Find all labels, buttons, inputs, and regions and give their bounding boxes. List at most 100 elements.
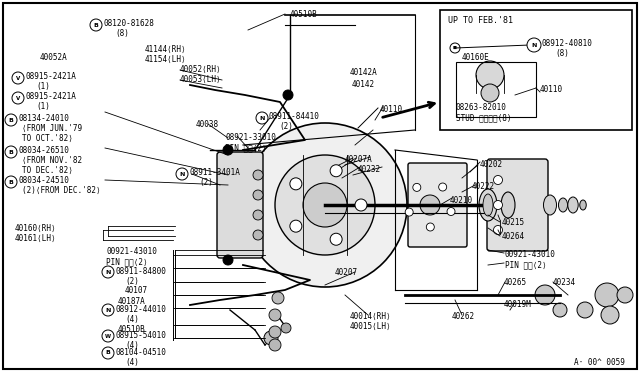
- Text: B: B: [106, 350, 111, 356]
- Circle shape: [275, 155, 375, 255]
- Ellipse shape: [479, 189, 497, 221]
- Text: N: N: [106, 308, 111, 312]
- Circle shape: [303, 183, 347, 227]
- Text: 08911-84800: 08911-84800: [115, 267, 166, 276]
- Circle shape: [223, 145, 233, 155]
- Text: 40160E: 40160E: [462, 53, 490, 62]
- FancyBboxPatch shape: [487, 159, 548, 251]
- Text: 08911-3401A: 08911-3401A: [189, 168, 240, 177]
- Text: (2)⟨FROM DEC.'82⟩: (2)⟨FROM DEC.'82⟩: [22, 186, 100, 195]
- Circle shape: [577, 302, 593, 318]
- Text: N: N: [106, 269, 111, 275]
- Text: N: N: [259, 115, 265, 121]
- Text: PIN ピン⟨2⟩: PIN ピン⟨2⟩: [505, 260, 547, 269]
- Text: 08915-2421A: 08915-2421A: [25, 72, 76, 81]
- Text: 40210: 40210: [450, 196, 473, 205]
- Circle shape: [253, 230, 263, 240]
- Text: 08912-40810: 08912-40810: [542, 39, 593, 48]
- Text: (8): (8): [555, 49, 569, 58]
- Ellipse shape: [483, 194, 493, 216]
- Text: 40052A: 40052A: [40, 53, 68, 62]
- Text: 08034-26510: 08034-26510: [18, 146, 69, 155]
- Circle shape: [617, 287, 633, 303]
- Text: (2): (2): [125, 277, 139, 286]
- Text: 40265: 40265: [504, 278, 527, 287]
- Text: 40053⟨LH⟩: 40053⟨LH⟩: [180, 75, 221, 84]
- Text: 40262: 40262: [452, 312, 475, 321]
- Ellipse shape: [580, 200, 586, 210]
- Text: B: B: [8, 180, 13, 185]
- Text: 40222: 40222: [472, 182, 495, 191]
- FancyBboxPatch shape: [408, 163, 467, 247]
- Ellipse shape: [568, 197, 578, 213]
- Text: ■: ■: [453, 46, 457, 50]
- Bar: [456, 62, 536, 117]
- Text: 40110: 40110: [540, 85, 563, 94]
- Circle shape: [493, 225, 502, 234]
- Text: 40038: 40038: [196, 120, 219, 129]
- Text: 08134-24010: 08134-24010: [18, 114, 69, 123]
- Text: 40142A: 40142A: [350, 68, 378, 77]
- Text: W: W: [105, 334, 111, 339]
- Circle shape: [90, 19, 102, 31]
- Text: 40142: 40142: [352, 80, 375, 89]
- Circle shape: [5, 176, 17, 188]
- Text: TO DEC.'82⟩: TO DEC.'82⟩: [22, 166, 73, 175]
- Circle shape: [102, 330, 114, 342]
- Circle shape: [595, 283, 619, 307]
- Text: 40215: 40215: [502, 218, 525, 227]
- Text: B: B: [93, 22, 99, 28]
- Circle shape: [447, 208, 455, 215]
- Circle shape: [269, 339, 281, 351]
- Circle shape: [420, 195, 440, 215]
- Text: V: V: [16, 76, 20, 80]
- Text: (4): (4): [125, 358, 139, 367]
- Circle shape: [5, 114, 17, 126]
- Circle shape: [264, 331, 278, 345]
- Circle shape: [493, 201, 502, 209]
- Text: 08263-82010: 08263-82010: [456, 103, 507, 112]
- Text: 40510B: 40510B: [290, 10, 317, 19]
- Circle shape: [102, 266, 114, 278]
- Circle shape: [243, 123, 407, 287]
- Text: 40160⟨RH⟩: 40160⟨RH⟩: [15, 224, 56, 233]
- Circle shape: [527, 38, 541, 52]
- Circle shape: [493, 176, 502, 185]
- Circle shape: [272, 292, 284, 304]
- Text: N: N: [179, 171, 185, 176]
- Text: V: V: [16, 96, 20, 100]
- Text: (1): (1): [36, 102, 50, 111]
- Text: 40107: 40107: [125, 286, 148, 295]
- Text: PIN ピン⟨2⟩: PIN ピン⟨2⟩: [106, 257, 148, 266]
- Circle shape: [476, 61, 504, 89]
- Text: 40110: 40110: [380, 105, 403, 114]
- Circle shape: [283, 90, 293, 100]
- Circle shape: [269, 326, 281, 338]
- Ellipse shape: [543, 195, 557, 215]
- Text: 08104-04510: 08104-04510: [115, 348, 166, 357]
- Circle shape: [253, 190, 263, 200]
- Ellipse shape: [501, 192, 515, 218]
- Text: (2): (2): [279, 122, 293, 131]
- Text: ⟨FROM NOV.'82: ⟨FROM NOV.'82: [22, 156, 82, 165]
- Circle shape: [281, 323, 291, 333]
- Circle shape: [269, 309, 281, 321]
- Circle shape: [413, 183, 421, 191]
- Circle shape: [290, 178, 302, 190]
- Circle shape: [12, 92, 24, 104]
- Circle shape: [290, 220, 302, 232]
- Text: 41154⟨LH⟩: 41154⟨LH⟩: [145, 55, 187, 64]
- Text: 08120-81628: 08120-81628: [103, 19, 154, 28]
- Text: 41144⟨RH⟩: 41144⟨RH⟩: [145, 45, 187, 54]
- Text: B: B: [8, 150, 13, 154]
- Text: UP TO FEB.'81: UP TO FEB.'81: [448, 16, 513, 25]
- Text: (4): (4): [125, 341, 139, 350]
- Text: 08911-84410: 08911-84410: [269, 112, 320, 121]
- FancyBboxPatch shape: [217, 152, 263, 258]
- Circle shape: [253, 170, 263, 180]
- Circle shape: [253, 210, 263, 220]
- Circle shape: [405, 208, 413, 216]
- Bar: [440, 10, 632, 130]
- Text: (8): (8): [115, 29, 129, 38]
- Text: 40264: 40264: [502, 232, 525, 241]
